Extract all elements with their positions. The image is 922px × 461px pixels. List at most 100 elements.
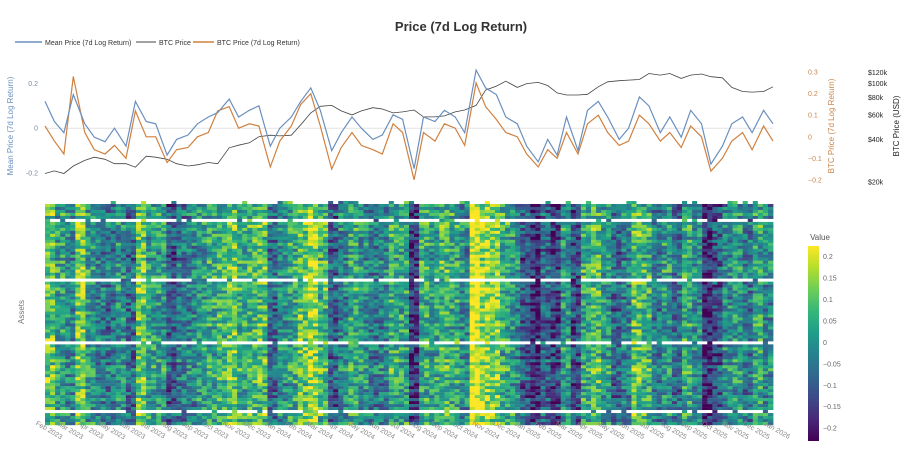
heatmap-cell xyxy=(520,293,526,297)
heatmap-cell xyxy=(732,281,739,285)
heatmap-cell xyxy=(70,245,76,249)
heatmap-cell xyxy=(646,248,653,252)
heatmap-cell xyxy=(65,281,71,285)
heatmap-cell xyxy=(479,260,486,264)
heatmap-cell xyxy=(742,275,749,279)
legend-item-btc-price[interactable]: BTC Price xyxy=(136,40,191,47)
heatmap-cell xyxy=(302,209,309,214)
heatmap-cell xyxy=(762,206,769,211)
heatmap-cell xyxy=(242,230,248,235)
heatmap-cell xyxy=(115,215,122,220)
heatmap-cell xyxy=(176,221,182,226)
heatmap-cell xyxy=(141,251,147,255)
heatmap-cell xyxy=(166,221,172,226)
heatmap-cell xyxy=(414,230,420,235)
heatmap-cell xyxy=(464,275,471,279)
heatmap-cell xyxy=(535,218,541,223)
heatmap-cell xyxy=(732,263,739,267)
heatmap-cell xyxy=(65,212,71,217)
heatmap-cell xyxy=(136,290,142,294)
heatmap-cell xyxy=(575,206,582,211)
heatmap-cell xyxy=(717,236,723,241)
heatmap-cell xyxy=(227,278,233,282)
heatmap-cell xyxy=(277,287,284,291)
heatmap-cell xyxy=(166,284,172,288)
heatmap-cell xyxy=(631,227,637,232)
heatmap-cell xyxy=(611,296,617,300)
heatmap-cell xyxy=(161,201,167,205)
heatmap-cell xyxy=(171,242,177,246)
heatmap-cell xyxy=(388,293,395,297)
heatmap-cell xyxy=(247,233,253,238)
heatmap-cell xyxy=(403,251,410,255)
heatmap-cell xyxy=(50,266,56,270)
heatmap-cell xyxy=(601,227,607,232)
heatmap-cell xyxy=(631,284,637,288)
heatmap-cell xyxy=(631,212,637,217)
heatmap-cell xyxy=(494,290,501,294)
heatmap-cell xyxy=(191,275,198,279)
heatmap-cell xyxy=(227,201,233,205)
heatmap-cell xyxy=(641,266,648,270)
heatmap-cell xyxy=(221,248,228,252)
heatmap-cell xyxy=(70,287,76,291)
heatmap-cell xyxy=(378,218,385,223)
heatmap-cell xyxy=(403,263,410,267)
legend-item-btc-return[interactable]: BTC Price (7d Log Return) xyxy=(193,40,300,47)
heatmap-cell xyxy=(201,239,208,244)
heatmap-cell xyxy=(591,257,597,261)
heatmap-cell xyxy=(646,201,653,205)
heatmap-cell xyxy=(727,254,733,258)
heatmap-cell xyxy=(130,236,137,241)
heatmap-cell xyxy=(206,266,213,270)
heatmap-cell xyxy=(398,248,405,252)
heatmap-cell xyxy=(500,203,506,208)
heatmap-cell xyxy=(414,254,420,258)
heatmap-cell xyxy=(717,215,723,220)
heatmap-cell xyxy=(252,248,258,252)
heatmap-cell xyxy=(105,215,112,220)
heatmap-cell xyxy=(348,287,354,291)
heatmap-cell xyxy=(65,239,71,244)
heatmap-cell xyxy=(216,206,223,211)
heatmap-cell xyxy=(125,242,132,246)
heatmap-cell xyxy=(176,245,182,249)
heatmap-cell xyxy=(312,257,319,261)
heatmap-cell xyxy=(727,275,733,279)
heatmap-cell xyxy=(646,239,653,244)
heatmap-cell xyxy=(747,263,754,267)
heatmap-cell xyxy=(216,263,223,267)
heatmap-cell xyxy=(676,248,683,252)
heatmap-cell xyxy=(191,227,198,232)
heatmap-cell xyxy=(161,251,167,255)
heatmap-cell xyxy=(221,269,228,273)
heatmap-cell xyxy=(500,254,506,258)
heatmap-cell xyxy=(429,236,435,241)
heatmap-cell xyxy=(287,201,294,205)
heatmap-cell xyxy=(221,221,228,226)
heatmap-cell xyxy=(682,266,688,270)
heatmap-cell xyxy=(232,284,238,288)
heatmap-cell xyxy=(146,257,152,261)
heatmap-cell xyxy=(45,269,51,273)
heatmap-cell xyxy=(363,248,369,252)
heatmap-cell xyxy=(343,266,349,270)
heatmap-cell xyxy=(60,203,66,208)
heatmap-cell xyxy=(591,221,597,226)
heatmap-cell xyxy=(45,281,51,285)
heatmap-cell xyxy=(762,257,769,261)
heatmap-cell xyxy=(227,236,233,241)
heatmap-cell xyxy=(692,201,698,205)
heatmap-cell xyxy=(227,254,233,258)
heatmap-cell xyxy=(191,215,198,220)
heatmap-cell xyxy=(575,284,582,288)
heatmap-cell xyxy=(535,260,541,264)
heatmap-cell xyxy=(747,215,754,220)
heatmap-cell xyxy=(596,242,602,246)
heatmap-cell xyxy=(277,227,284,232)
heatmap-cell xyxy=(156,257,162,261)
heatmap-cell xyxy=(206,269,213,273)
legend-item-mean[interactable]: Mean Price (7d Log Return) xyxy=(15,40,131,47)
heatmap-cell xyxy=(216,215,223,220)
heatmap-cell xyxy=(596,233,602,238)
